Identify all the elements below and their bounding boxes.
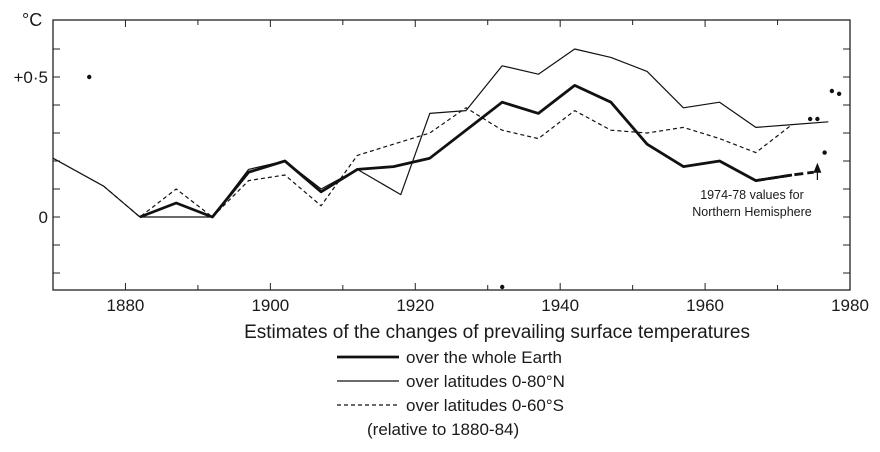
series-line-2 bbox=[103, 107, 793, 218]
x-tick-label: 1980 bbox=[831, 296, 869, 315]
legend-entry-whole-earth: over the whole Earth bbox=[337, 348, 562, 367]
data-point-0 bbox=[87, 74, 92, 80]
annotation-layer: 1974-78 values for Northern Hemisphere bbox=[692, 162, 822, 219]
annotation-text-line: 1974-78 values for bbox=[700, 188, 804, 202]
data-point-6 bbox=[836, 91, 842, 97]
annotation-arrowhead bbox=[813, 162, 822, 173]
plot-frame bbox=[52, 19, 851, 291]
y-tick-label: +0·5 bbox=[14, 68, 49, 87]
legend-note-baseline: (relative to 1880-84) bbox=[367, 420, 519, 439]
data-point-2 bbox=[807, 116, 813, 122]
legend-entry-north: over latitudes 0-80°N bbox=[337, 372, 565, 391]
legend-entry-south: over latitudes 0-60°S bbox=[337, 396, 564, 415]
y-tick-label: 0 bbox=[39, 208, 48, 227]
extra-points-layer bbox=[87, 74, 842, 290]
x-tick-label: 1900 bbox=[251, 296, 289, 315]
data-point-1 bbox=[500, 284, 505, 290]
x-tick-label: 1960 bbox=[686, 296, 724, 315]
series-layer bbox=[52, 48, 829, 219]
series-line-1 bbox=[52, 48, 829, 218]
data-point-5 bbox=[829, 88, 835, 94]
chart-title: Estimates of the changes of prevailing s… bbox=[244, 322, 750, 343]
y-axis-unit-label: °C bbox=[22, 10, 42, 30]
axis-layer: 1880 1900 1920 1940 1960 1980 0 +0·5 bbox=[14, 19, 869, 315]
data-point-3 bbox=[815, 116, 820, 122]
series-line-0 bbox=[139, 84, 793, 219]
legend-label-south: over latitudes 0-60°S bbox=[406, 396, 564, 415]
series-line-0-tail bbox=[755, 170, 814, 182]
x-tick-label: 1920 bbox=[396, 296, 434, 315]
x-tick-label: 1940 bbox=[541, 296, 579, 315]
x-tick-label: 1880 bbox=[107, 296, 145, 315]
data-point-4 bbox=[822, 150, 827, 155]
legend-label-whole-earth: over the whole Earth bbox=[406, 348, 562, 367]
legend: over the whole Earth over latitudes 0-80… bbox=[337, 348, 565, 439]
annotation-text-line: Northern Hemisphere bbox=[692, 205, 812, 219]
legend-label-north: over latitudes 0-80°N bbox=[406, 372, 565, 391]
